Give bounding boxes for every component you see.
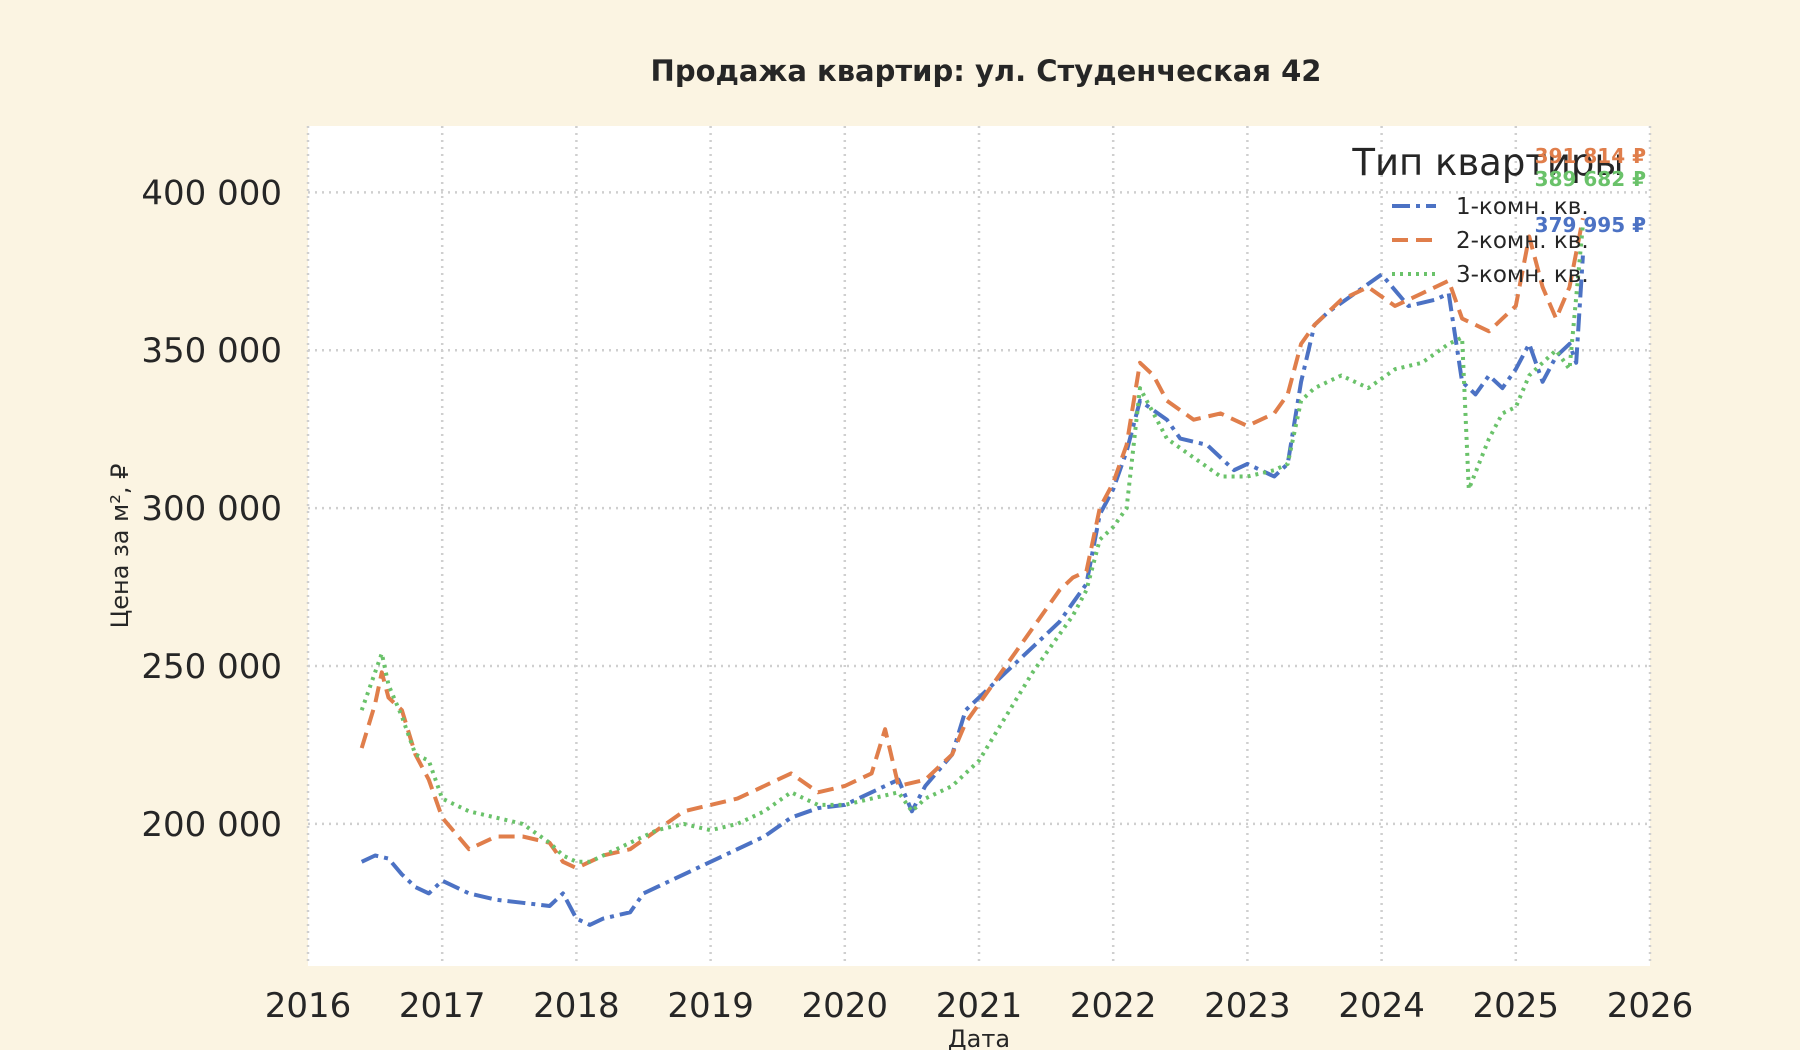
x-tick-label: 2017 xyxy=(399,986,486,1026)
x-tick-label: 2019 xyxy=(667,986,754,1026)
x-tick-label: 2023 xyxy=(1204,986,1291,1026)
x-tick-label: 2021 xyxy=(936,986,1023,1026)
y-tick-label: 250 000 xyxy=(141,647,282,687)
x-tick-label: 2026 xyxy=(1607,986,1694,1026)
end-value-label-2-room: 391 814 ₽ xyxy=(1535,144,1646,168)
legend-label-2-room: 2-комн. кв. xyxy=(1456,228,1589,254)
legend-title: Тип квартиры xyxy=(1351,141,1623,184)
end-value-label-3-room: 389 682 ₽ xyxy=(1535,167,1646,191)
x-axis-ticks: 2016 2017 2018 2019 2020 2021 2022 2023 2024 2025… xyxy=(265,986,1694,1026)
x-tick-label: 2022 xyxy=(1070,986,1157,1026)
legend-entry-1: 1-комн. кв. xyxy=(1392,194,1589,220)
series-line-3-room xyxy=(359,224,1585,864)
y-axis-ticks: 200 000 250 000 300 000 350 000 400 000 xyxy=(141,173,282,845)
series-layer xyxy=(359,217,1585,927)
legend-entry-3: 3-комн. кв. xyxy=(1392,262,1589,288)
x-tick-label: 2018 xyxy=(533,986,620,1026)
y-tick-label: 300 000 xyxy=(141,489,282,529)
y-tick-label: 400 000 xyxy=(141,173,282,213)
legend: Тип квартиры 1-комн. кв. 2-комн. кв. 3-к… xyxy=(1351,141,1623,288)
grid xyxy=(306,126,1652,966)
x-tick-label: 2020 xyxy=(802,986,889,1026)
legend-label-1-room: 1-комн. кв. xyxy=(1456,194,1589,220)
legend-entry-2: 2-комн. кв. xyxy=(1392,228,1589,254)
end-value-label-1-room: 379 995 ₽ xyxy=(1535,213,1646,237)
x-tick-label: 2016 xyxy=(265,986,352,1026)
legend-label-3-room: 3-комн. кв. xyxy=(1456,262,1589,288)
y-tick-label: 350 000 xyxy=(141,331,282,371)
y-axis-label: Цена за м², ₽ xyxy=(106,464,134,629)
x-axis-label: Дата xyxy=(948,1025,1010,1050)
chart-title: Продажа квартир: ул. Студенческая 42 xyxy=(651,54,1322,88)
x-tick-label: 2025 xyxy=(1473,986,1560,1026)
y-tick-label: 200 000 xyxy=(141,805,282,845)
x-tick-label: 2024 xyxy=(1338,986,1425,1026)
series-line-2-room xyxy=(359,217,1585,871)
series-end-labels: 379 995 ₽ 391 814 ₽389 682 ₽ xyxy=(1535,144,1646,237)
